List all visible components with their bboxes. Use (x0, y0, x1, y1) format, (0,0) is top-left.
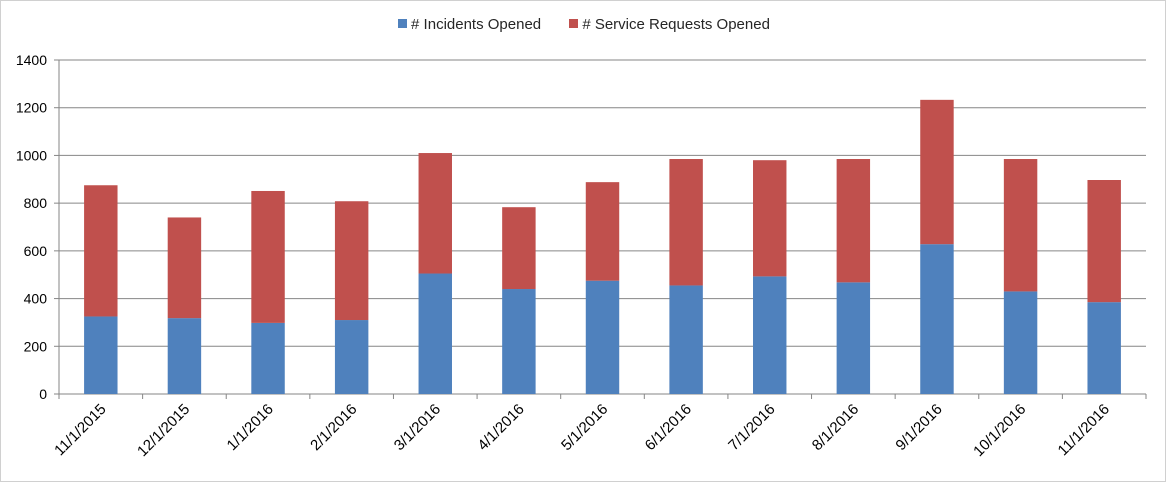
bar-service-requests (167, 217, 202, 319)
bar-incidents (1003, 291, 1038, 394)
x-tick-label: 8/1/2016 (809, 401, 862, 454)
bar-incidents (251, 322, 285, 394)
x-tick-label: 10/1/2016 (970, 401, 1029, 460)
x-tick-label: 5/1/2016 (558, 401, 611, 454)
bar-service-requests (502, 207, 536, 290)
y-tick-label: 400 (24, 291, 48, 307)
bar-incidents (334, 320, 369, 394)
bar-service-requests (1003, 159, 1038, 292)
bar-incidents (502, 289, 536, 394)
x-tick-label: 1/1/2016 (224, 401, 277, 454)
y-tick-label: 800 (24, 195, 48, 211)
bar-incidents (836, 282, 871, 394)
bar-incidents (167, 318, 202, 394)
bar-incidents (418, 273, 452, 394)
x-tick-label: 7/1/2016 (725, 401, 778, 454)
y-tick-label: 1200 (16, 100, 47, 116)
legend-label-incidents: # Incidents Opened (411, 16, 542, 33)
y-tick-label: 1400 (16, 52, 47, 68)
bar-incidents (585, 280, 620, 394)
bar-service-requests (1087, 180, 1121, 303)
bar-service-requests (836, 159, 871, 283)
bar-incidents (753, 276, 787, 394)
legend-item-service-requests: # Service Requests Opened (569, 16, 770, 33)
x-tick-label: 11/1/2016 (1055, 401, 1113, 459)
bar-incidents (920, 244, 954, 394)
x-tick-label: 6/1/2016 (642, 401, 695, 454)
bar-service-requests (418, 153, 452, 274)
y-tick-label: 600 (24, 243, 48, 259)
legend-swatch-incidents (398, 19, 408, 28)
x-tick-label: 2/1/2016 (307, 401, 360, 454)
bar-service-requests (920, 99, 954, 245)
x-tick-label: 3/1/2016 (391, 401, 444, 454)
legend-swatch-service-requests (569, 19, 579, 28)
legend-item-incidents: # Incidents Opened (398, 16, 541, 33)
x-tick-label: 11/1/2015 (51, 401, 109, 459)
bar-incidents (84, 316, 118, 394)
bar-service-requests (753, 160, 787, 277)
y-tick-label: 1000 (16, 147, 47, 163)
x-tick-label: 9/1/2016 (892, 401, 945, 454)
legend-label-service-requests: # Service Requests Opened (582, 16, 770, 33)
bar-service-requests (251, 190, 285, 323)
x-tick-label: 12/1/2015 (134, 401, 193, 460)
x-tick-label: 4/1/2016 (474, 401, 527, 454)
bar-incidents (1087, 302, 1121, 394)
bar-incidents (669, 285, 703, 394)
bar-service-requests (84, 185, 118, 317)
chart-legend: # Incidents Opened # Service Requests Op… (1, 16, 1166, 33)
y-tick-label: 0 (39, 386, 47, 402)
y-tick-label: 200 (24, 338, 48, 354)
bar-service-requests (334, 201, 369, 321)
bar-service-requests (669, 159, 703, 286)
bar-service-requests (585, 182, 620, 281)
